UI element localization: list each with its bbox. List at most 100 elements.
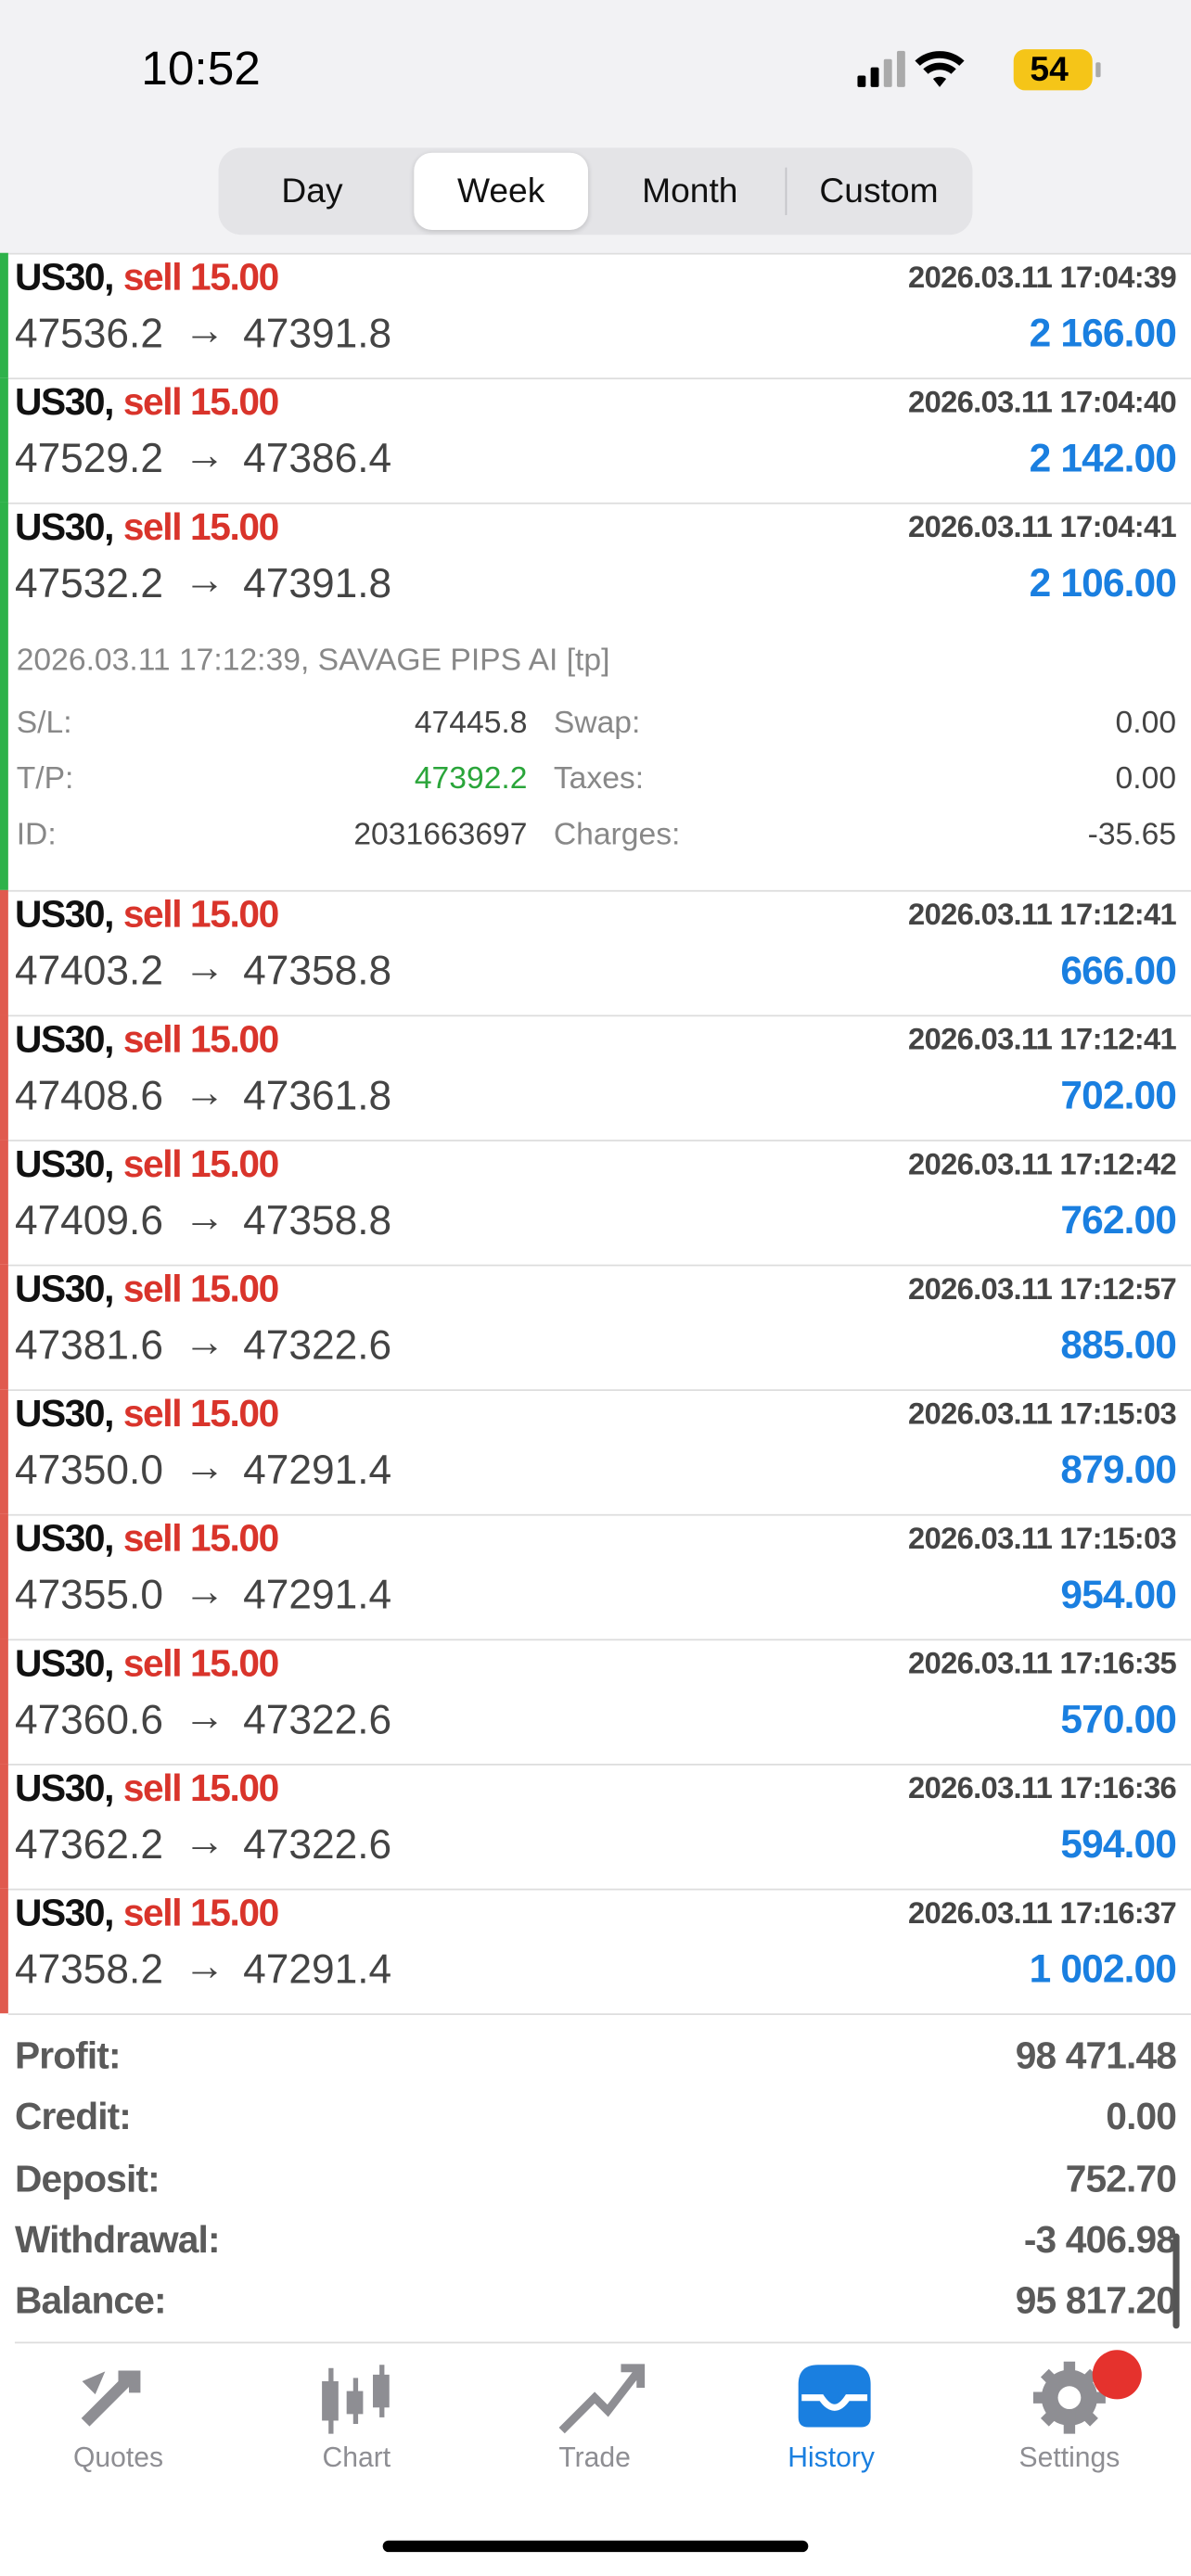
open-price: 47408.6 (14, 1073, 163, 1119)
trade-side: sell 15.00 (122, 1267, 279, 1310)
arrow: → (184, 1693, 225, 1741)
period-tab[interactable]: Day (281, 172, 343, 210)
arrow: → (184, 1319, 225, 1366)
trade-side: sell 15.00 (122, 1516, 279, 1560)
open-price: 47362.2 (14, 1821, 163, 1868)
arrow: → (184, 1069, 225, 1116)
side-bar (0, 1513, 8, 1639)
open-price: 47381.6 (14, 1322, 163, 1370)
trade-side: sell 15.00 (122, 1141, 279, 1185)
divider (7, 1513, 1191, 1516)
trade-profit: 2 106.00 (1029, 561, 1177, 606)
period-tab[interactable]: Week (456, 172, 545, 210)
trade-symbol: US30, (14, 1141, 115, 1185)
tab-selected-bg (414, 152, 589, 230)
trade-profit: 2 142.00 (1029, 437, 1177, 481)
close-price: 47322.6 (243, 1821, 392, 1868)
field-label: Taxes: (553, 761, 645, 797)
trade-time: 2026.03.11 17:16:36 (908, 1770, 1177, 1805)
clock: 10:52 (141, 43, 261, 96)
trade-time: 2026.03.11 17:04:39 (908, 259, 1177, 295)
summary-value: 98 471.48 (1015, 2034, 1177, 2077)
field-value: 0.00 (1115, 706, 1177, 741)
divider (7, 889, 1191, 892)
arrow: → (184, 432, 225, 479)
close-price: 47391.8 (243, 560, 392, 607)
trade-side: sell 15.00 (122, 379, 279, 424)
tab-bar-item[interactable]: History (788, 2442, 875, 2474)
tab-bar-item[interactable]: Chart (322, 2442, 391, 2474)
tab-icons (81, 2350, 1142, 2434)
close-price: 47391.8 (243, 311, 392, 358)
trade-time: 2026.03.11 17:12:57 (908, 1270, 1177, 1306)
field-label: Swap: (553, 706, 641, 741)
trade-profit: 762.00 (1060, 1198, 1177, 1243)
summary-value: 752.70 (1065, 2156, 1177, 2200)
field-label: ID: (16, 817, 57, 853)
trade-side: sell 15.00 (122, 1641, 279, 1685)
open-price: 47360.6 (14, 1697, 163, 1743)
tab-bar-item[interactable]: Quotes (72, 2442, 164, 2474)
divider (7, 1764, 1191, 1766)
trade-symbol: US30, (14, 1891, 115, 1934)
divider (0, 252, 1191, 255)
field-value: 0.00 (1115, 761, 1177, 797)
field-value: 47392.2 (414, 761, 528, 797)
period-tab[interactable]: Custom (819, 172, 939, 210)
field-value: -35.65 (1087, 817, 1177, 853)
battery-level: 54 (1030, 50, 1069, 89)
trade-time: 2026.03.11 17:12:42 (908, 1146, 1177, 1181)
trade-side: sell 15.00 (122, 1891, 279, 1934)
period-tab[interactable]: Month (642, 172, 738, 210)
arrow: → (184, 1444, 225, 1491)
field-value: 2031663697 (353, 817, 528, 853)
summary-label: Balance: (14, 2278, 167, 2322)
side-bar (0, 1140, 8, 1265)
open-price: 47350.0 (14, 1447, 163, 1494)
trade-symbol: US30, (14, 1391, 115, 1435)
summary-value: 0.00 (1106, 2095, 1177, 2138)
trade-symbol: US30, (14, 1766, 115, 1809)
close-price: 47291.4 (243, 1946, 392, 1994)
divider (7, 1639, 1191, 1641)
open-price: 47529.2 (14, 436, 163, 482)
trade-profit: 666.00 (1060, 949, 1177, 994)
trade-profit: 1 002.00 (1029, 1947, 1177, 1993)
open-price: 47532.2 (14, 560, 163, 607)
arrow: → (184, 1194, 225, 1241)
side-bar (0, 502, 8, 890)
close-price: 47291.4 (243, 1447, 392, 1494)
close-price: 47322.6 (243, 1322, 392, 1370)
trade-time: 2026.03.11 17:16:37 (908, 1894, 1177, 1930)
trade-profit: 594.00 (1060, 1822, 1177, 1868)
trade-side: sell 15.00 (122, 1766, 279, 1809)
close-price: 47361.8 (243, 1073, 392, 1119)
trade-time: 2026.03.11 17:15:03 (908, 1520, 1177, 1556)
field-value: 47445.8 (414, 706, 528, 741)
trade-time: 2026.03.11 17:12:41 (908, 896, 1177, 932)
trade-side: sell 15.00 (122, 504, 279, 548)
divider (7, 502, 1191, 504)
close-price: 47386.4 (243, 436, 392, 482)
side-bar (0, 1639, 8, 1765)
summary-label: Deposit: (14, 2156, 160, 2200)
trade-side: sell 15.00 (122, 892, 279, 936)
trade-time: 2026.03.11 17:04:40 (908, 384, 1177, 419)
summary-label: Credit: (14, 2095, 132, 2138)
trade-comment: 2026.03.11 17:12:39, SAVAGE PIPS AI [tp] (16, 644, 610, 679)
close-price: 47358.8 (243, 1197, 392, 1244)
trade-profit: 2 166.00 (1029, 312, 1177, 357)
side-bar (0, 889, 8, 1015)
arrow: → (184, 1943, 225, 1990)
trade-symbol: US30, (14, 1267, 115, 1310)
tab-bar-item[interactable]: Trade (558, 2442, 631, 2474)
summary-label: Profit: (14, 2034, 122, 2077)
divider (7, 1888, 1191, 1891)
trade-profit: 885.00 (1060, 1323, 1177, 1369)
tab-bar-item[interactable]: Settings (1018, 2442, 1121, 2474)
divider (7, 1140, 1191, 1141)
side-bar (0, 1888, 8, 2014)
arrow: → (184, 1569, 225, 1615)
trade-symbol: US30, (14, 1641, 115, 1685)
